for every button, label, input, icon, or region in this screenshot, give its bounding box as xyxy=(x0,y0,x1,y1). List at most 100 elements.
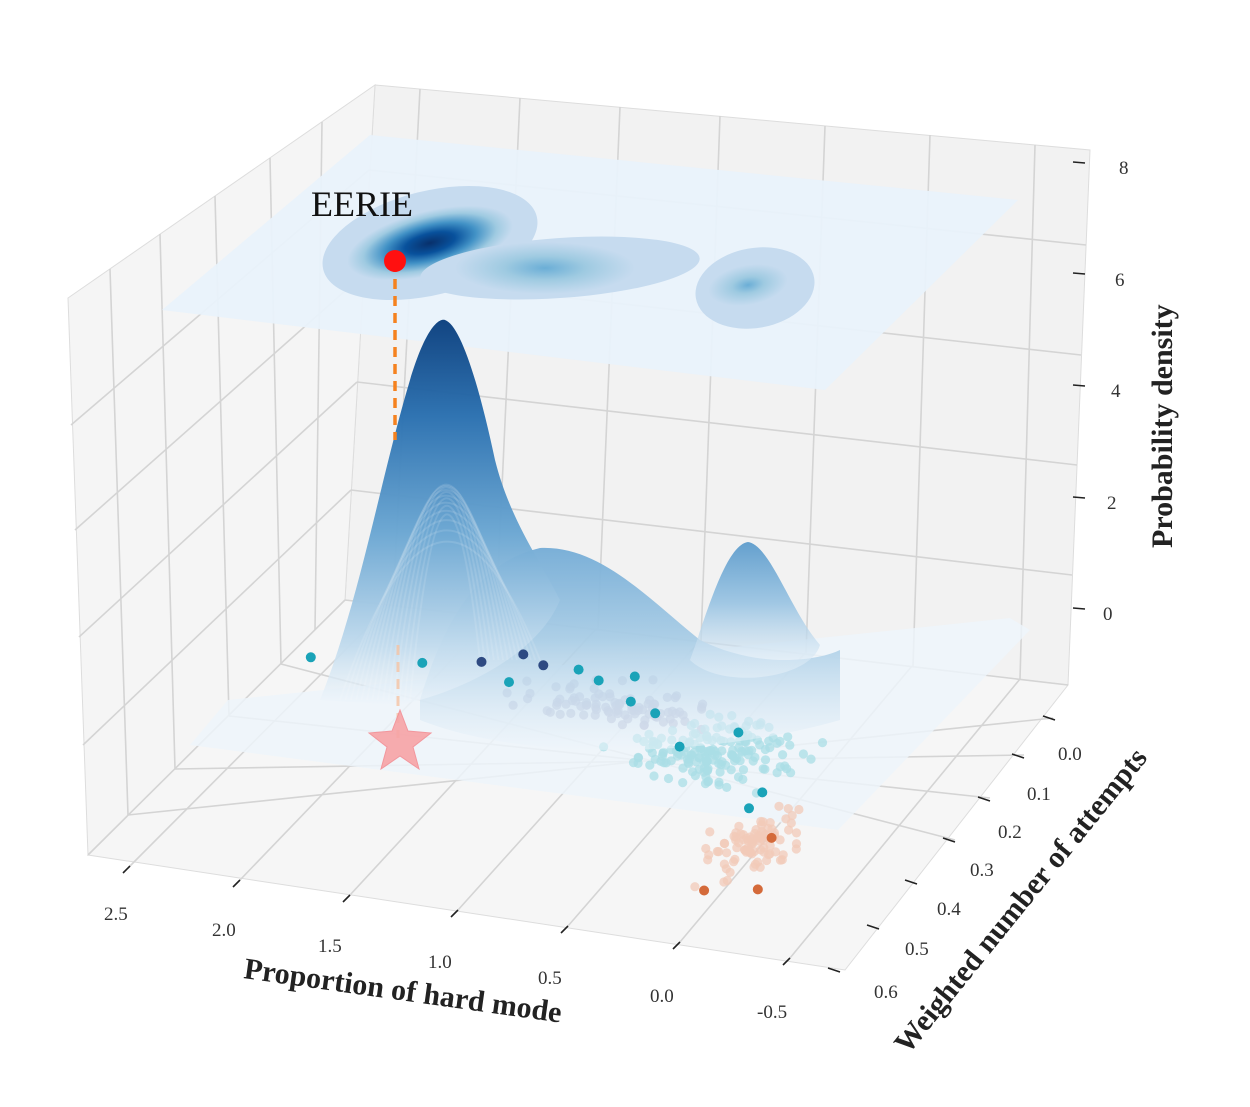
surface-ridge xyxy=(403,504,486,701)
scatter-point xyxy=(777,855,787,865)
scatter-point xyxy=(645,760,655,770)
scatter-point xyxy=(719,859,730,869)
highlight-star xyxy=(367,708,433,771)
outlier-point xyxy=(744,803,754,814)
surface-ridge xyxy=(360,501,523,701)
scatter-point xyxy=(663,773,674,784)
scatter-point xyxy=(758,764,768,774)
x-tick-label: -0.5 xyxy=(757,1002,787,1023)
outlier-point xyxy=(752,884,763,895)
scatter-point xyxy=(700,779,711,789)
surface-ridge xyxy=(398,497,491,701)
x-tick-label: 0.0 xyxy=(650,986,674,1007)
scatter-point xyxy=(705,827,715,837)
x-tick-label: 0.5 xyxy=(538,968,562,989)
x-tick-label: 2.0 xyxy=(212,920,236,941)
scatter-point xyxy=(714,777,724,787)
scatter-point xyxy=(772,768,782,778)
scatter-outliers xyxy=(305,649,777,896)
scatter-point xyxy=(672,751,683,761)
scatter-point xyxy=(678,778,688,788)
outlier-point xyxy=(504,677,514,688)
contour-peak-3-inner xyxy=(708,264,788,306)
contour-plane xyxy=(162,135,1018,390)
scatter-point xyxy=(738,765,749,775)
scatter-point xyxy=(759,843,769,853)
scatter-point xyxy=(740,845,750,855)
surface-ridge xyxy=(409,513,481,701)
scatter-point xyxy=(650,754,660,764)
scatter-point xyxy=(791,844,801,854)
surface-ridge xyxy=(392,491,495,701)
outlier-point xyxy=(538,660,549,671)
z-axis: 8 6 4 2 0 Probability density xyxy=(1103,158,1179,625)
highlight-dot xyxy=(384,250,406,272)
outlier-point xyxy=(699,885,710,896)
scatter-point xyxy=(775,736,785,747)
scatter-point xyxy=(749,862,759,872)
scatter-point xyxy=(783,732,793,742)
surface-ridge xyxy=(349,519,532,701)
scatter-point xyxy=(774,801,784,811)
scatter-point xyxy=(791,828,802,838)
scatter-point xyxy=(783,804,793,814)
scatter-point xyxy=(750,752,760,763)
scatter-point xyxy=(785,740,795,750)
scatter-point xyxy=(690,771,701,781)
surface-ridge xyxy=(344,529,537,701)
scatter-point xyxy=(706,745,716,756)
scatter-point xyxy=(729,857,739,867)
outlier-point xyxy=(757,787,768,798)
outlier-point xyxy=(650,708,661,719)
outlier-point xyxy=(674,741,685,752)
scatter-point xyxy=(738,830,749,840)
scatter-point xyxy=(798,749,809,759)
outlier-point xyxy=(476,656,487,667)
surface-ridge xyxy=(339,540,541,701)
scatter-point xyxy=(747,849,757,859)
scatter-point xyxy=(701,772,711,782)
scatter-point xyxy=(690,882,700,892)
scatter-point xyxy=(719,838,729,849)
highlight-annotation: EERIE xyxy=(311,184,413,224)
outlier-point xyxy=(733,727,744,738)
scatter-point xyxy=(760,755,771,765)
y-tick-label: 0.2 xyxy=(998,822,1022,843)
surface-ridge xyxy=(387,486,500,701)
y-tick-label: 0.6 xyxy=(874,982,898,1003)
scatter-point xyxy=(715,767,725,777)
y-tick-label: 0.4 xyxy=(937,899,961,920)
scatter-point xyxy=(806,754,816,764)
surface-ridge xyxy=(376,485,509,701)
outlier-point xyxy=(593,675,604,686)
y-tick-label: 0.1 xyxy=(1027,784,1051,805)
z-tick-label: 0 xyxy=(1103,604,1113,625)
scatter-point xyxy=(722,848,732,858)
z-tick-label: 6 xyxy=(1115,270,1125,291)
contour-peak-2 xyxy=(455,242,635,294)
scatter-point xyxy=(719,877,729,887)
scatter-point xyxy=(756,816,766,827)
scatter-point xyxy=(702,757,712,767)
z-tick-label: 4 xyxy=(1111,381,1121,402)
outlier-point xyxy=(518,649,529,660)
outlier-point xyxy=(625,696,636,707)
z-tick-label: 8 xyxy=(1119,158,1129,179)
surface-peak-1 xyxy=(320,319,560,705)
scatter-point xyxy=(778,750,788,760)
surface-ridge xyxy=(382,483,505,701)
outlier-point xyxy=(417,657,428,668)
y-tick-label: 0.5 xyxy=(905,939,929,960)
x-axis-label: Proportion of hard mode xyxy=(242,952,564,1029)
density-surface xyxy=(320,319,840,750)
scatter-point xyxy=(733,772,744,782)
outlier-point xyxy=(573,664,584,675)
scatter-point xyxy=(784,825,794,835)
scatter-point xyxy=(732,843,742,853)
scatter-point xyxy=(716,759,726,770)
surface-peak-3 xyxy=(690,542,820,678)
outlier-point xyxy=(305,652,316,663)
surface-ridge xyxy=(355,509,528,701)
scatter-point xyxy=(717,746,727,756)
scatter-point xyxy=(755,833,765,843)
